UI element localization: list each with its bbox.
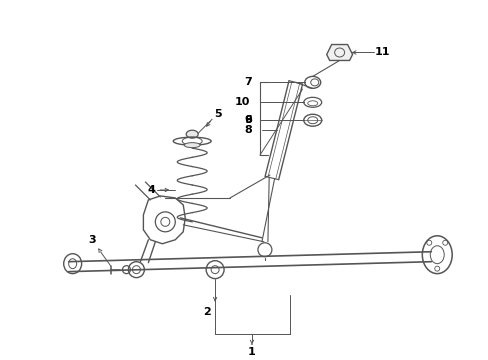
Text: 1: 1	[247, 347, 255, 357]
Text: 10: 10	[234, 97, 249, 107]
Text: 8: 8	[244, 125, 251, 135]
Text: 4: 4	[147, 185, 155, 195]
Text: 3: 3	[89, 235, 96, 245]
Text: 7: 7	[244, 77, 251, 87]
Polygon shape	[326, 45, 352, 60]
Ellipse shape	[186, 130, 198, 138]
Text: 5: 5	[214, 109, 222, 119]
Text: 9: 9	[244, 115, 251, 125]
Text: 2: 2	[203, 307, 211, 318]
Text: 11: 11	[374, 48, 389, 58]
Text: 6: 6	[244, 115, 251, 125]
Ellipse shape	[184, 143, 200, 148]
